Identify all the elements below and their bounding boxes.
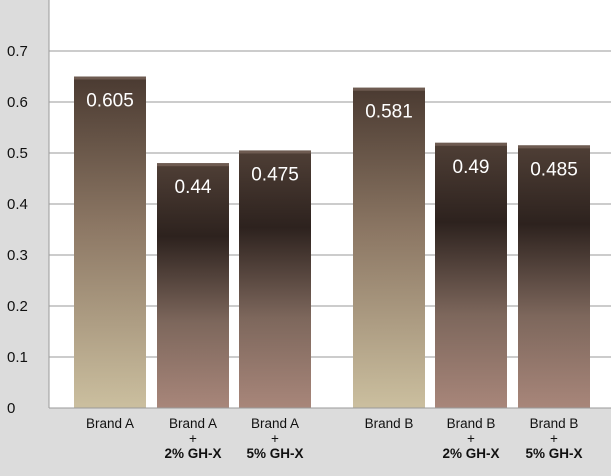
y-axis-ticks: 0 0.1 0.2 0.3 0.4 0.5 0.6 0.7 — [7, 43, 28, 417]
bar — [353, 87, 425, 408]
x-category-label: Brand A — [251, 416, 299, 431]
bar-value-label: 0.605 — [86, 91, 134, 112]
y-tick-label: 0.7 — [7, 43, 28, 60]
y-tick-label: 0.4 — [7, 196, 28, 213]
bar — [518, 145, 590, 408]
y-tick-label: 0.1 — [7, 349, 28, 366]
value-labels: 0.605 0.44 0.475 0.581 0.49 0.485 — [86, 91, 578, 199]
bar-top-edge — [239, 150, 311, 154]
y-tick-label: 0.2 — [7, 298, 28, 315]
x-category-label: Brand B — [365, 416, 414, 431]
y-tick-label: 0.3 — [7, 247, 28, 264]
bar-value-label: 0.581 — [365, 102, 413, 123]
x-category-label: 5% GH-X — [525, 446, 582, 461]
y-tick-label: 0.6 — [7, 94, 28, 111]
x-category-label: 5% GH-X — [246, 446, 303, 461]
bar — [157, 163, 229, 408]
y-tick-label: 0.5 — [7, 145, 28, 162]
x-category-label: Brand B — [530, 416, 579, 431]
bar-value-label: 0.44 — [175, 177, 212, 198]
bar-top-edge — [518, 145, 590, 149]
y-tick-label: 0 — [7, 400, 15, 417]
x-category-label: 2% GH-X — [442, 446, 499, 461]
x-category-label: + — [271, 431, 279, 446]
bar — [74, 76, 146, 408]
bar — [239, 150, 311, 408]
bar-top-edge — [157, 163, 229, 167]
x-category-label: 2% GH-X — [164, 446, 221, 461]
x-category-label: + — [550, 431, 558, 446]
bar-top-edge — [353, 87, 425, 91]
bar-top-edge — [435, 142, 507, 146]
x-category-label: Brand B — [447, 416, 496, 431]
bar-top-edge — [74, 76, 146, 80]
bar — [435, 142, 507, 409]
bars — [74, 76, 590, 409]
x-category-label: Brand A — [86, 416, 134, 431]
x-category-label: Brand A — [169, 416, 217, 431]
bar-value-label: 0.49 — [453, 157, 490, 178]
x-category-label: + — [189, 431, 197, 446]
x-category-label: + — [467, 431, 475, 446]
bar-value-label: 0.485 — [530, 159, 578, 180]
bar-value-label: 0.475 — [251, 164, 299, 185]
